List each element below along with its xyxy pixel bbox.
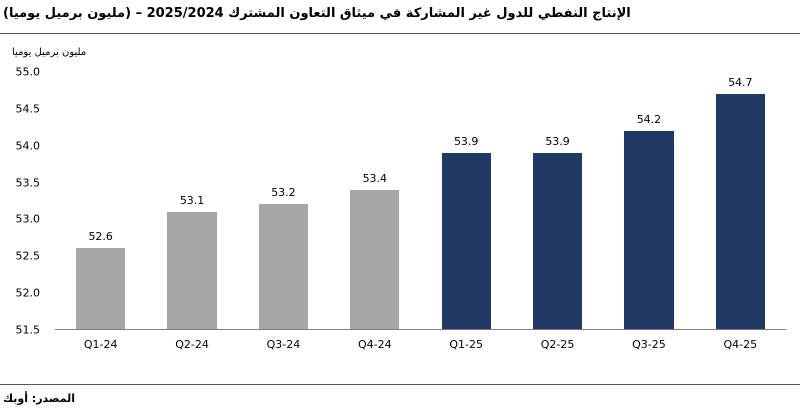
bar-group-Q1-25: 53.9 bbox=[421, 72, 512, 329]
bar-group-Q4-25: 54.7 bbox=[695, 72, 786, 329]
footer-divider bbox=[0, 384, 800, 385]
bar-value-label: 53.4 bbox=[362, 171, 388, 185]
bar-Q4-24 bbox=[350, 189, 400, 329]
source-label: المصدر: أوبك bbox=[3, 392, 76, 405]
x-tick-label-Q1-24: Q1-24 bbox=[83, 338, 118, 351]
bar-group-Q4-24: 53.4 bbox=[329, 72, 420, 329]
bar-Q4-25 bbox=[715, 94, 765, 329]
x-tick-label-Q2-25: Q2-25 bbox=[540, 338, 575, 351]
x-tick-label-Q4-24: Q4-24 bbox=[358, 338, 392, 351]
plot-area: 52.6 53.1 53.2 53.4 53.9 53.9 54.2 54.7 bbox=[55, 72, 786, 330]
bar-group-Q3-25: 54.2 bbox=[603, 72, 694, 329]
bar-Q3-25 bbox=[624, 130, 674, 329]
x-tick-label-Q4-25: Q4-25 bbox=[723, 338, 758, 351]
bar-value-label: 53.9 bbox=[453, 134, 479, 148]
bar-Q2-25 bbox=[532, 152, 583, 329]
bar-group-Q2-25: 53.9 bbox=[512, 72, 603, 329]
chart-title: الإنتاج النفطي للدول غير المشاركة في ميث… bbox=[3, 6, 631, 21]
bar-value-label: 52.6 bbox=[88, 230, 113, 244]
x-tick-label-Q2-24: Q2-24 bbox=[175, 338, 209, 351]
bar-group-Q1-24: 52.6 bbox=[55, 72, 146, 329]
y-axis-unit-label: مليون برميل يوميا bbox=[12, 47, 87, 58]
bar-value-label: 54.2 bbox=[636, 112, 662, 126]
y-axis: 55.0 54.5 54.0 53.5 53.0 52.5 52.0 51.5 bbox=[0, 66, 46, 337]
title-divider bbox=[0, 33, 800, 34]
bar-group-Q3-24: 53.2 bbox=[238, 72, 329, 329]
x-tick-label-Q3-25: Q3-25 bbox=[632, 338, 666, 351]
y-tick-label: 53.5 bbox=[15, 176, 41, 190]
y-tick-label: 52.5 bbox=[15, 249, 41, 263]
bar-value-label: 53.1 bbox=[179, 193, 205, 207]
x-tick-label-Q1-25: Q1-25 bbox=[449, 338, 483, 351]
bar-value-label: 53.9 bbox=[545, 134, 570, 148]
bar-value-label: 53.2 bbox=[271, 186, 296, 200]
y-tick-label: 54.0 bbox=[15, 139, 41, 153]
bar-group-Q2-24: 53.1 bbox=[146, 72, 237, 329]
x-axis: Q1-24 Q2-24 Q3-24 Q4-24 Q1-25 Q2-25 Q3-25 Q4-25 bbox=[55, 338, 786, 351]
y-tick-label: 54.5 bbox=[15, 102, 41, 116]
x-tick-label-Q3-24: Q3-24 bbox=[266, 338, 301, 351]
y-tick-label: 52.0 bbox=[15, 286, 41, 300]
y-tick-label: 55.0 bbox=[15, 65, 41, 79]
bar-value-label: 54.7 bbox=[728, 76, 753, 90]
bar-Q1-24 bbox=[76, 248, 126, 329]
bar-Q2-24 bbox=[167, 211, 217, 329]
y-tick-label: 51.5 bbox=[15, 323, 41, 337]
bar-Q3-24 bbox=[258, 204, 309, 329]
y-tick-label: 53.0 bbox=[15, 212, 41, 226]
bar-Q1-25 bbox=[441, 152, 491, 329]
